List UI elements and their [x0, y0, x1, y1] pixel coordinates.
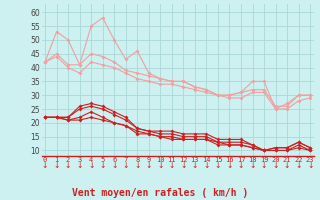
Text: ↓: ↓ — [261, 162, 267, 170]
Text: ↓: ↓ — [88, 162, 94, 170]
Text: ↓: ↓ — [284, 162, 290, 170]
Text: ↓: ↓ — [123, 162, 129, 170]
Text: Vent moyen/en rafales ( km/h ): Vent moyen/en rafales ( km/h ) — [72, 188, 248, 198]
Text: ↓: ↓ — [111, 162, 117, 170]
Text: ↓: ↓ — [42, 162, 48, 170]
Text: ↓: ↓ — [192, 162, 198, 170]
Text: ↓: ↓ — [76, 162, 83, 170]
Text: ↓: ↓ — [157, 162, 164, 170]
Text: ↓: ↓ — [146, 162, 152, 170]
Text: ↓: ↓ — [134, 162, 140, 170]
Text: ↓: ↓ — [169, 162, 175, 170]
Text: ↓: ↓ — [65, 162, 71, 170]
Text: ↓: ↓ — [307, 162, 313, 170]
Text: ↓: ↓ — [295, 162, 302, 170]
Text: ↓: ↓ — [180, 162, 187, 170]
Text: ↓: ↓ — [53, 162, 60, 170]
Text: ↓: ↓ — [203, 162, 210, 170]
Text: ↓: ↓ — [238, 162, 244, 170]
Text: ↓: ↓ — [272, 162, 279, 170]
Text: ↓: ↓ — [226, 162, 233, 170]
Text: ↓: ↓ — [249, 162, 256, 170]
Text: ↓: ↓ — [100, 162, 106, 170]
Text: ↓: ↓ — [215, 162, 221, 170]
